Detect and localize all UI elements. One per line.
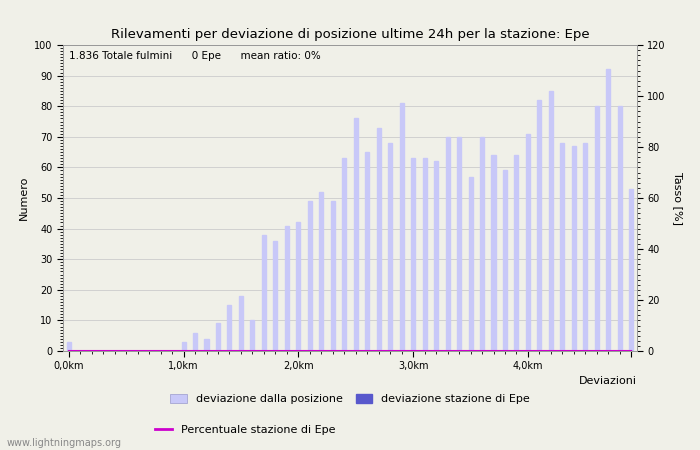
Bar (181, 342, 186, 351)
Bar (629, 189, 634, 351)
Title: Rilevamenti per deviazione di posizione ultime 24h per la stazione: Epe: Rilevamenti per deviazione di posizione … (111, 28, 589, 41)
Bar (342, 158, 346, 351)
Bar (595, 106, 598, 351)
Bar (400, 103, 404, 351)
Bar (480, 137, 484, 351)
Bar (491, 155, 496, 351)
Bar (239, 296, 243, 351)
Bar (583, 143, 587, 351)
Bar (457, 137, 461, 351)
Y-axis label: Numero: Numero (19, 176, 29, 220)
Bar (434, 161, 438, 351)
Bar (549, 91, 553, 351)
Bar (354, 118, 358, 351)
Bar (228, 305, 232, 351)
Bar (411, 158, 415, 351)
Bar (423, 158, 426, 351)
Bar (377, 128, 381, 351)
Bar (503, 171, 507, 351)
Bar (618, 106, 622, 351)
Bar (262, 235, 266, 351)
Bar (561, 143, 564, 351)
Bar (538, 100, 541, 351)
Bar (296, 222, 300, 351)
Bar (572, 146, 576, 351)
Text: 1.836 Totale fulmini      0 Epe      mean ratio: 0%: 1.836 Totale fulmini 0 Epe mean ratio: 0… (69, 51, 321, 61)
Bar (308, 201, 312, 351)
Bar (389, 143, 392, 351)
Bar (274, 241, 277, 351)
Bar (216, 324, 220, 351)
Text: www.lightningmaps.org: www.lightningmaps.org (7, 438, 122, 448)
Bar (66, 342, 71, 351)
Y-axis label: Tasso [%]: Tasso [%] (673, 171, 682, 225)
Bar (204, 339, 209, 351)
Bar (606, 69, 610, 351)
Bar (365, 152, 369, 351)
Bar (319, 192, 323, 351)
Bar (331, 201, 335, 351)
Legend: deviazione dalla posizione, deviazione stazione di Epe: deviazione dalla posizione, deviazione s… (170, 393, 530, 404)
Bar (446, 137, 449, 351)
Bar (514, 155, 519, 351)
Bar (193, 333, 197, 351)
Bar (251, 320, 254, 351)
Legend: Percentuale stazione di Epe: Percentuale stazione di Epe (155, 425, 335, 436)
Text: Deviazioni: Deviazioni (579, 376, 637, 386)
Bar (468, 176, 472, 351)
Bar (285, 225, 289, 351)
Bar (526, 134, 530, 351)
